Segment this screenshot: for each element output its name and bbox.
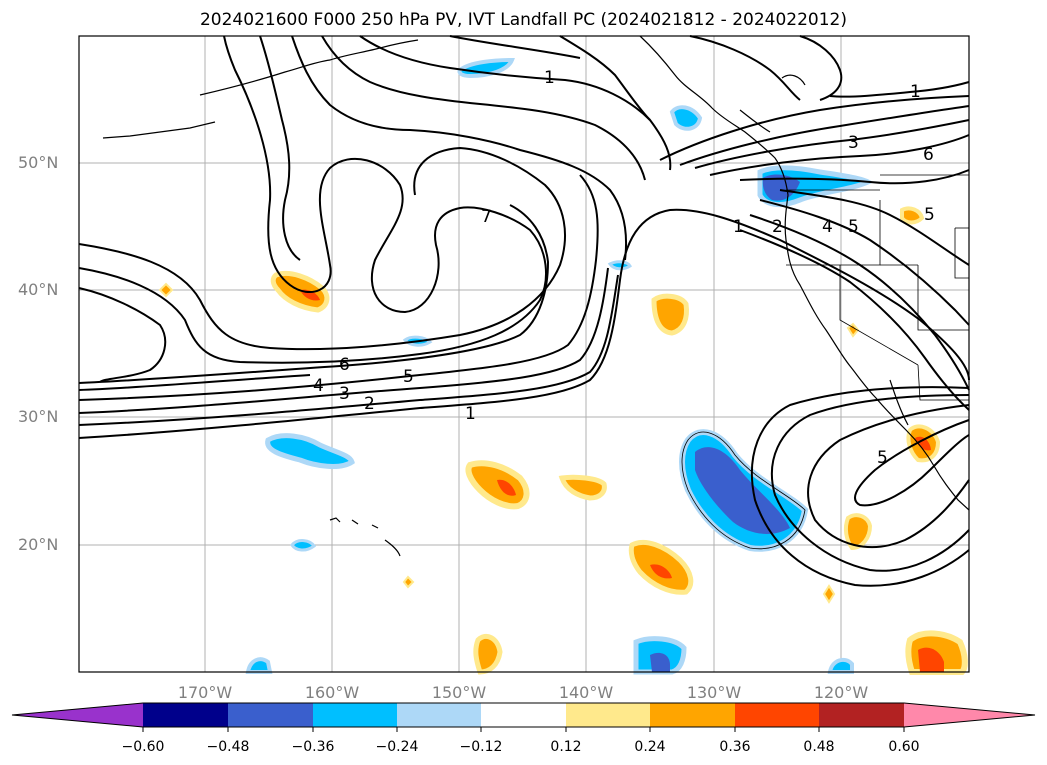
- contour-label: 2: [364, 394, 375, 414]
- colorbar-segment: [228, 703, 313, 727]
- contour-label: 4: [313, 376, 324, 396]
- colorbar-tick-label: −0.60: [121, 739, 165, 755]
- lon-label: 150°W: [431, 683, 487, 702]
- contour-label: 6: [923, 145, 934, 165]
- map-title: 2024021600 F000 250 hPa PV, IVT Landfall…: [199, 10, 847, 30]
- contour-label: 1: [465, 404, 476, 424]
- colorbar-tick-label: −0.12: [459, 739, 503, 755]
- colorbar-segment: [735, 703, 819, 727]
- colorbar-tick-label: −0.48: [206, 739, 250, 755]
- contour-label: 1: [733, 217, 744, 237]
- colorbar-extend-max: [904, 703, 1035, 727]
- pv-contours: [78, 35, 970, 587]
- colorbar-segment: [313, 703, 397, 727]
- colorbar: [11, 702, 1036, 732]
- colorbar-segment: [650, 703, 735, 727]
- political-borders: [786, 174, 969, 401]
- colorbar-segment: [819, 703, 904, 727]
- contour-label: 6: [339, 355, 350, 375]
- contour-label: 3: [848, 133, 859, 153]
- contour-label: 1: [544, 68, 555, 88]
- colorbar-tick-label: 0.12: [550, 739, 582, 755]
- contour-label: 2: [772, 217, 783, 237]
- colorbar-segment: [143, 703, 228, 727]
- colorbar-tick-label: −0.36: [291, 739, 335, 755]
- contour-label: 3: [339, 384, 350, 404]
- contour-label: 1: [910, 82, 921, 102]
- colorbar-segment: [566, 703, 650, 727]
- colorbar-tick-label: 0.36: [719, 739, 751, 755]
- contour-label: 5: [403, 367, 414, 387]
- lon-label: 140°W: [558, 683, 614, 702]
- colorbar-segment: [397, 703, 481, 727]
- lon-label: 130°W: [686, 683, 742, 702]
- lat-label: 50°N: [18, 153, 59, 172]
- lon-label: 170°W: [177, 683, 233, 702]
- colorbar-tick-label: −0.24: [375, 739, 419, 755]
- colorbar-tick-label: 0.60: [888, 739, 920, 755]
- colorbar-tick-label: 0.48: [803, 739, 835, 755]
- contour-label: 5: [924, 205, 935, 225]
- lon-label: 120°W: [813, 683, 869, 702]
- contour-labels: 1 1 1 1 2 2 3 3 4 4 5 5 5 6 6 7 5: [313, 68, 935, 468]
- contour-label: 5: [877, 448, 888, 468]
- lat-label: 40°N: [18, 280, 59, 299]
- colorbar-segment: [481, 703, 566, 727]
- lat-label: 20°N: [18, 535, 59, 554]
- lon-label: 160°W: [304, 683, 360, 702]
- map-frame: [78, 35, 970, 673]
- contour-label: 7: [481, 207, 492, 227]
- colorbar-tick-label: 0.24: [634, 739, 666, 755]
- contour-label: 4: [822, 217, 833, 237]
- contour-label: 5: [848, 217, 859, 237]
- lat-label: 30°N: [18, 407, 59, 426]
- colorbar-extend-min: [12, 703, 143, 727]
- map-background: [79, 36, 969, 672]
